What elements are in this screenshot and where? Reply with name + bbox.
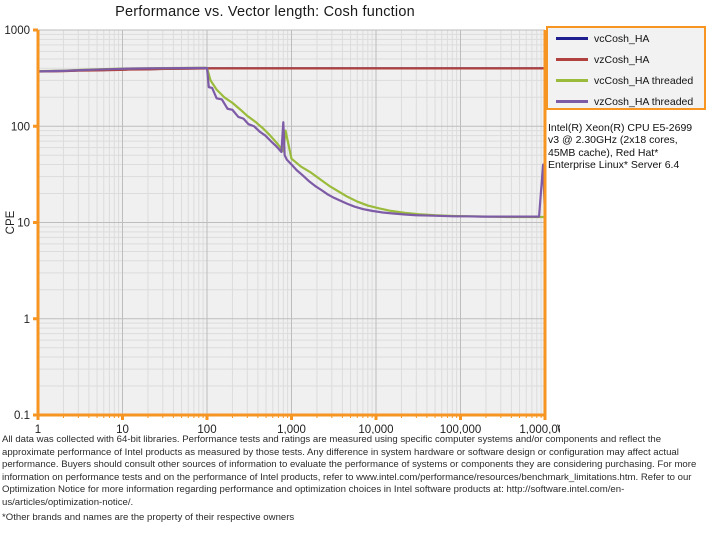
svg-text:1: 1 xyxy=(35,424,41,434)
legend-item[interactable]: vzCosh_HA threaded xyxy=(548,91,704,112)
legend-swatch-vccosh-ha-threaded xyxy=(556,79,588,82)
legend-item[interactable]: vzCosh_HA xyxy=(548,49,704,70)
svg-text:10: 10 xyxy=(116,424,129,434)
legend-label: vcCosh_HA xyxy=(594,32,650,45)
svg-text:100: 100 xyxy=(197,424,216,434)
svg-text:10: 10 xyxy=(17,218,30,230)
chart-plot-area: 0.1 1 10 100 1000 1 10 100 1,000 10,000 100,000 1,0… xyxy=(0,22,560,434)
legend-label: vzCosh_HA xyxy=(594,53,650,66)
legend-swatch-vccosh-ha xyxy=(556,37,588,40)
svg-text:1: 1 xyxy=(24,314,30,326)
disclaimer-paragraph: All data was collected with 64-bit libra… xyxy=(2,434,697,508)
system-configuration-note: Intel(R) Xeon(R) CPU E5-2699 v3 @ 2.30GH… xyxy=(548,122,693,172)
legend-label: vzCosh_HA threaded xyxy=(594,95,694,108)
svg-text:100: 100 xyxy=(11,121,30,133)
legend-swatch-vzcosh-ha xyxy=(556,58,588,61)
svg-text:1000: 1000 xyxy=(4,25,30,37)
svg-text:10,000: 10,000 xyxy=(358,424,393,434)
chart-svg: 0.1 1 10 100 1000 1 10 100 1,000 10,000 100,000 1,0… xyxy=(4,25,560,434)
svg-text:0.1: 0.1 xyxy=(14,410,30,422)
x-axis-label: Vector length xyxy=(557,424,560,434)
legend-item[interactable]: vcCosh_HA threaded xyxy=(548,70,704,91)
chart-legend: vcCosh_HA vzCosh_HA vcCosh_HA threaded v… xyxy=(546,26,706,110)
legend-swatch-vzcosh-ha-threaded xyxy=(556,100,588,103)
y-axis-label: CPE xyxy=(5,210,17,234)
disclaimer-footer: All data was collected with 64-bit libra… xyxy=(2,434,708,510)
legend-item[interactable]: vcCosh_HA xyxy=(548,28,704,49)
svg-text:1,000,000: 1,000,000 xyxy=(519,424,560,434)
legend-label: vcCosh_HA threaded xyxy=(594,74,694,87)
chart-title: Performance vs. Vector length: Cosh func… xyxy=(115,4,415,20)
trademark-note: *Other brands and names are the property… xyxy=(2,512,295,523)
svg-text:1,000: 1,000 xyxy=(277,424,306,434)
svg-text:100,000: 100,000 xyxy=(440,424,482,434)
